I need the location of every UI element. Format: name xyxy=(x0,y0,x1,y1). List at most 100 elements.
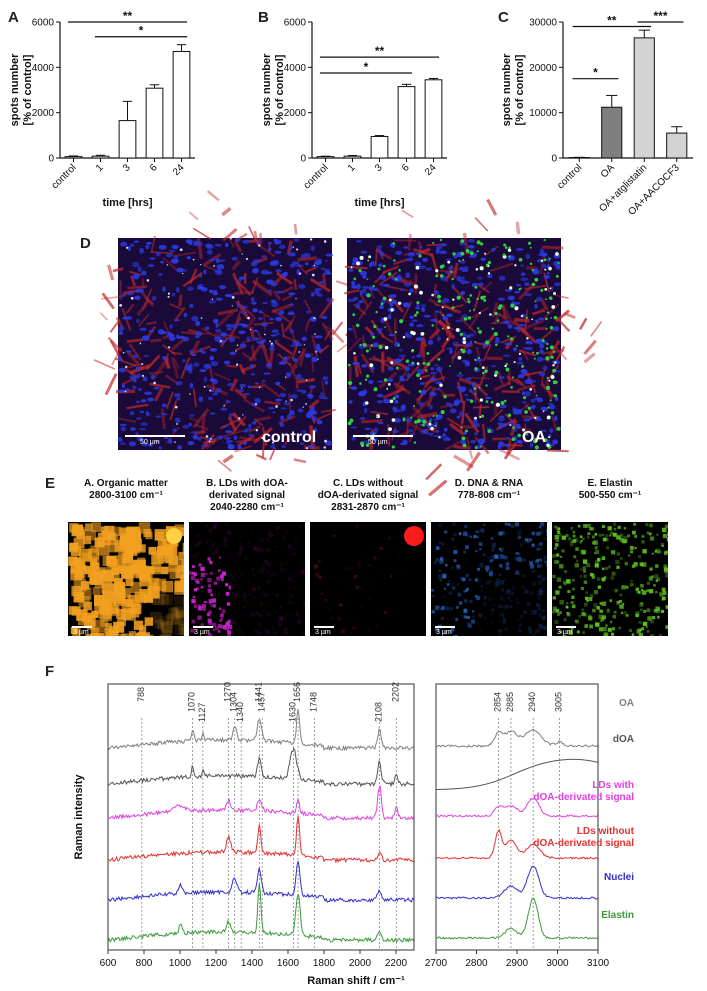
x-tick-label: 1 xyxy=(346,162,358,174)
x-tick-label: 2200 xyxy=(385,958,408,969)
peak-label: 1656 xyxy=(292,682,302,702)
scale-label: 3 µm xyxy=(73,629,89,636)
x-tick-label: 6 xyxy=(148,162,160,174)
panel-letter-d: D xyxy=(80,235,91,252)
peak-label: 1630 xyxy=(287,702,297,722)
micrograph-label-control: control xyxy=(262,429,316,446)
x-tick-label: 1200 xyxy=(205,958,228,969)
y-tick-label: 0 xyxy=(551,154,557,165)
peak-label: 1748 xyxy=(309,692,319,712)
x-tick-label: 1400 xyxy=(241,958,264,969)
peak-label: 2854 xyxy=(492,692,502,712)
x-tick-label: control xyxy=(50,162,79,191)
spectrum-left xyxy=(107,708,414,752)
spectrum-right xyxy=(435,828,598,860)
peak-label: 788 xyxy=(136,687,146,702)
raman-map-title: E. Elastin 500-550 cm⁻¹ xyxy=(579,478,642,501)
x-tick-label: 3 xyxy=(121,162,133,174)
x-tick-label: 3000 xyxy=(546,958,569,969)
bar xyxy=(118,120,137,159)
panel-letter-e: E xyxy=(45,475,55,492)
series-label: LDs with dOA-derivated signal xyxy=(533,780,634,803)
panel-letter-b: B xyxy=(258,9,269,26)
x-tick-label: OA xyxy=(599,162,617,180)
x-axis-label: Raman shift / cm⁻¹ xyxy=(307,975,405,987)
spectra-frame xyxy=(435,683,599,951)
significance-label: * xyxy=(139,24,144,38)
y-tick-label: 0 xyxy=(48,154,54,165)
raman-maps: A. Organic matter 2800-3100 cm⁻¹ 3 µm B. LD… xyxy=(68,478,668,636)
peak-label: 2885 xyxy=(505,692,515,712)
series-label: Elastin xyxy=(601,910,634,921)
spectrum-right xyxy=(435,758,598,791)
y-tick-label: 2000 xyxy=(32,108,55,119)
series-label: dOA xyxy=(613,734,634,745)
x-tick-label: 1800 xyxy=(313,958,336,969)
significance-label: ** xyxy=(375,44,385,58)
raman-map-title: C. LDs without dOA-derivated signal 2831-2… xyxy=(318,478,419,513)
peak-label: 1070 xyxy=(187,692,197,712)
x-tick-label: 2800 xyxy=(465,958,488,969)
bar xyxy=(601,106,623,159)
x-tick-label: 1000 xyxy=(169,958,192,969)
micrograph-label-oa: OA xyxy=(522,429,546,446)
spectrum-left xyxy=(107,785,415,821)
significance-label: *** xyxy=(653,9,667,23)
spectrum-left xyxy=(107,860,414,904)
raman-map-tile: C. LDs without dOA-derivated signal 2831-2… xyxy=(310,478,426,636)
raman-map-title: D. DNA & RNA 778-808 cm⁻¹ xyxy=(455,478,524,501)
significance-label: ** xyxy=(607,14,617,28)
peak-label: 3005 xyxy=(554,692,564,712)
significance-label: * xyxy=(593,66,598,80)
series-label: LDs without dOA-derivated signal xyxy=(533,826,634,849)
peak-label: 1340 xyxy=(235,702,245,722)
x-tick-label: 3 xyxy=(373,162,385,174)
bar xyxy=(424,79,443,159)
y-axis-label: spots number[% of control] xyxy=(9,53,34,126)
series-label: Nuclei xyxy=(604,872,634,883)
x-tick-label: 800 xyxy=(136,958,153,969)
x-tick-label: 6 xyxy=(400,162,412,174)
y-tick-label: 6000 xyxy=(32,18,55,29)
bar xyxy=(370,135,389,159)
x-tick-label: 24 xyxy=(423,162,439,178)
spectrum-left xyxy=(107,883,415,944)
raman-map-title: B. LDs with dOA-derivated signal 2040-228… xyxy=(206,478,288,513)
raman-map-tile: D. DNA & RNA 778-808 cm⁻¹ 3 µm xyxy=(431,478,547,636)
bar xyxy=(91,155,110,159)
y-axis-label: spots number[% of control] xyxy=(501,53,526,126)
scale-label: 3 µm xyxy=(557,629,573,636)
peak-label: 1457 xyxy=(256,692,266,712)
x-tick-label: 2700 xyxy=(425,958,448,969)
x-tick-label: control xyxy=(302,162,331,191)
bar xyxy=(64,156,83,159)
peak-label: 2108 xyxy=(373,702,383,722)
x-tick-label: 2000 xyxy=(349,958,372,969)
scale-label: 3 µm xyxy=(436,629,452,636)
x-tick-label: control xyxy=(555,162,584,191)
y-tick-label: 30000 xyxy=(529,18,557,29)
peak-label: 1127 xyxy=(197,703,207,722)
spectrum-right xyxy=(435,897,598,940)
peak-label: 1270 xyxy=(223,682,233,702)
x-tick-label: 2900 xyxy=(506,958,529,969)
bar xyxy=(633,37,655,159)
y-tick-label: 2000 xyxy=(284,108,307,119)
significance-label: ** xyxy=(123,9,133,23)
y-tick-label: 6000 xyxy=(284,18,307,29)
bar xyxy=(666,132,688,159)
x-tick-label: 1 xyxy=(94,162,106,174)
y-axis-label: Raman intensity xyxy=(73,774,85,860)
raman-spectra: 600 800 1000 1200 1400 1600 1800 2000 2200 2700 28… xyxy=(73,682,635,987)
raman-map-tile: A. Organic matter 2800-3100 cm⁻¹ 3 µm xyxy=(68,478,184,636)
spectrum-left xyxy=(107,747,414,788)
spectra-frame xyxy=(107,683,415,951)
raman-map-title: A. Organic matter 2800-3100 cm⁻¹ xyxy=(84,478,168,501)
micrograph-oa: 50 µm OA xyxy=(319,198,603,497)
y-tick-label: 4000 xyxy=(32,63,55,74)
y-tick-label: 0 xyxy=(300,154,306,165)
